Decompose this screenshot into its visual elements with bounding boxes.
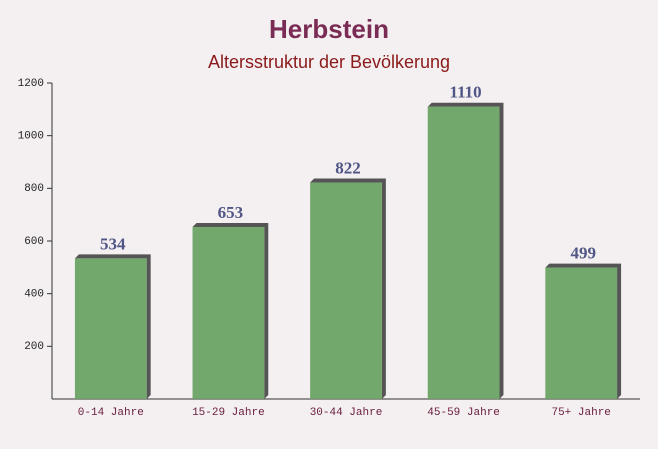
bar [74,258,147,399]
y-tick-label: 1000 [18,131,44,143]
x-tick-label: 15-29 Jahre [192,407,265,419]
value-label: 499 [570,244,596,263]
chart-title: Herbstein [269,14,389,44]
x-tick-label: 30-44 Jahre [310,407,383,419]
x-tick-label: 45-59 Jahre [427,407,500,419]
value-label: 822 [335,158,361,177]
y-tick-label: 1200 [18,78,44,90]
x-tick-label: 75+ Jahre [551,407,610,419]
y-tick-label: 600 [24,236,44,248]
y-tick-label: 400 [24,289,44,301]
value-label: 1110 [450,83,482,102]
value-label: 653 [218,203,244,222]
value-label: 534 [100,234,126,253]
chart-subtitle: Altersstruktur der Bevölkerung [208,52,450,72]
y-tick-label: 800 [24,183,44,195]
y-tick-label: 200 [24,341,44,353]
bar [427,106,500,399]
x-tick-label: 0-14 Jahre [78,407,144,419]
bar [192,227,265,399]
bar [545,267,618,399]
bar [310,182,382,399]
